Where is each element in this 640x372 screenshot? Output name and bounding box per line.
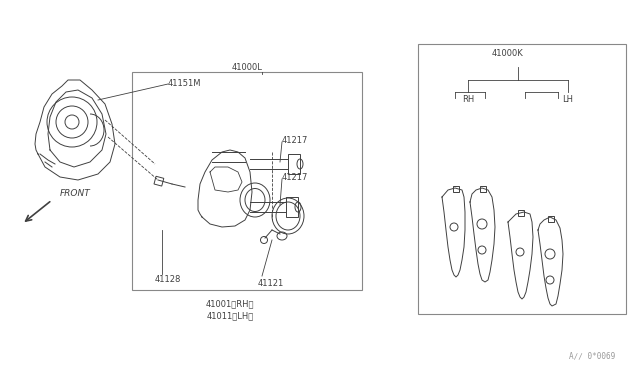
Bar [480,186,486,192]
Text: 41128: 41128 [155,276,181,285]
Text: 41121: 41121 [258,279,284,289]
Bar [288,154,300,174]
Text: FRONT: FRONT [60,189,91,199]
Bar [548,216,554,222]
Text: LH: LH [563,96,573,105]
Bar [132,72,362,290]
Text: 41000K: 41000K [492,49,524,58]
Bar [154,176,164,186]
Text: 41011〈LH〉: 41011〈LH〉 [206,311,253,321]
Text: RH: RH [462,96,474,105]
Bar [418,44,626,314]
Text: A∕∕ 0*0069: A∕∕ 0*0069 [569,352,615,360]
Text: 41217: 41217 [282,135,308,144]
Text: 41217: 41217 [282,173,308,182]
Bar [453,186,459,192]
Text: 41000L: 41000L [232,64,263,73]
Text: 41001〈RH〉: 41001〈RH〉 [205,299,254,308]
Text: 41151M: 41151M [168,80,202,89]
Bar [286,197,298,217]
Bar [518,210,524,216]
